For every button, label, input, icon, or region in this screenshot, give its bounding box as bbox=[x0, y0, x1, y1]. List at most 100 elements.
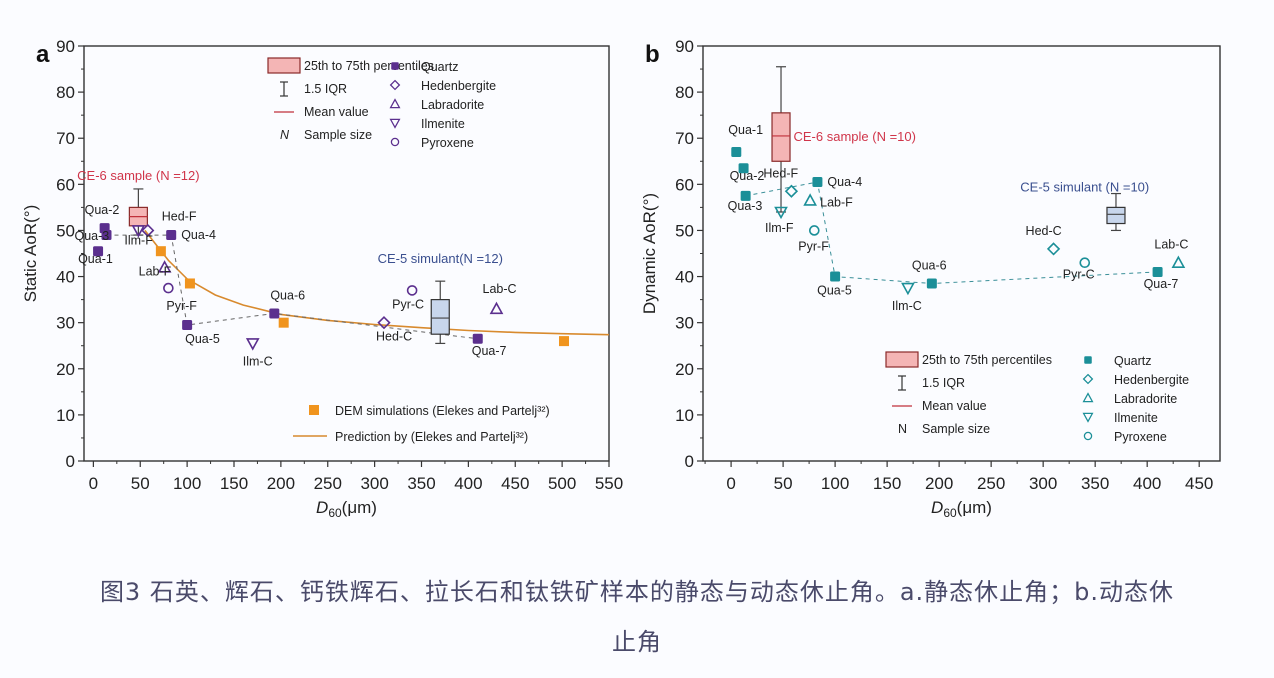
panel-letter: b bbox=[645, 41, 660, 68]
iqr-box bbox=[430, 299, 450, 335]
boxplot-ce-6-sample bbox=[128, 188, 148, 236]
point-ilm-f bbox=[774, 206, 788, 220]
x-tick-label: 450 bbox=[1185, 474, 1213, 493]
iqr-box bbox=[771, 112, 791, 162]
y-tick-label: 80 bbox=[675, 83, 694, 102]
legend-marker-pyroxene bbox=[1083, 431, 1093, 441]
point-hed-f bbox=[141, 223, 155, 238]
x-tick-label: 200 bbox=[267, 474, 295, 493]
legend-item: 25th to 75th percentiles bbox=[304, 59, 434, 73]
boxplot-label-ce-6-sample: CE-6 sample (N =10) bbox=[794, 129, 916, 144]
x-tick-label: 300 bbox=[1029, 474, 1057, 493]
legend-item: 25th to 75th percentiles bbox=[922, 353, 1052, 367]
figure-caption-line-2: 止角 bbox=[612, 628, 662, 656]
legend-item: Hedenbergite bbox=[421, 79, 496, 93]
boxplot-label-ce-6-sample: CE-6 sample (N =12) bbox=[77, 168, 199, 183]
point-label-lab-c: Lab-C bbox=[1154, 238, 1188, 252]
legend-item: Prediction by (Elekes and Partelj³²) bbox=[335, 430, 528, 444]
y-tick-label: 40 bbox=[675, 268, 694, 287]
x-tick-label: 0 bbox=[89, 474, 98, 493]
dem-simulation-point bbox=[155, 246, 166, 257]
y-tick-label: 60 bbox=[56, 175, 75, 194]
prediction-curve bbox=[144, 229, 610, 336]
point-ilm-c bbox=[901, 282, 915, 296]
legend-marker-hedenbergite bbox=[389, 79, 401, 91]
y-tick-label: 10 bbox=[675, 406, 694, 425]
point-label-pyr-f: Pyr-F bbox=[798, 239, 829, 253]
legend-item: Sample size bbox=[304, 128, 372, 142]
legend-n-symbol: N bbox=[898, 422, 907, 436]
point-label-qua-3: Qua-3 bbox=[728, 199, 763, 213]
x-tick-label: 150 bbox=[220, 474, 248, 493]
x-tick-label: 0 bbox=[726, 474, 735, 493]
legend-minerals: Quartz Hedenbergite Labradorite Ilmenite Pyr… bbox=[1082, 354, 1189, 444]
y-tick-label: 80 bbox=[56, 83, 75, 102]
point-label-qua-5: Qua-5 bbox=[817, 284, 852, 298]
iqr-box bbox=[1106, 206, 1126, 225]
legend-minerals: Quartz Hedenbergite Labradorite Ilmenite Pyr… bbox=[389, 60, 496, 150]
y-tick-label: 10 bbox=[56, 406, 75, 425]
point-label-hed-f: Hed-F bbox=[763, 166, 798, 180]
point-label-qua-4: Qua-4 bbox=[827, 175, 862, 189]
point-label-qua-2: Qua-2 bbox=[85, 203, 120, 217]
y-tick-label: 30 bbox=[56, 314, 75, 333]
point-lab-c bbox=[489, 301, 504, 315]
x-tick-label: 350 bbox=[1081, 474, 1109, 493]
legend-item: Hedenbergite bbox=[1114, 373, 1189, 387]
x-axis-label: D60(μm) bbox=[931, 498, 992, 520]
legend-boxplot: 25th to 75th percentiles 1.5 IQR Mean valu… bbox=[885, 351, 1052, 436]
point-ilm-c bbox=[245, 338, 260, 351]
point-qua-7 bbox=[472, 333, 483, 344]
x-tick-label: 50 bbox=[774, 474, 793, 493]
y-tick-label: 0 bbox=[685, 452, 694, 471]
point-hed-c bbox=[377, 316, 391, 330]
point-qua-5 bbox=[830, 271, 841, 282]
point-qua-1 bbox=[731, 147, 742, 158]
point-label-qua-3: Qua-3 bbox=[75, 229, 110, 243]
point-label-lab-f: Lab-F bbox=[139, 264, 172, 278]
y-tick-label: 30 bbox=[675, 314, 694, 333]
x-tick-label: 400 bbox=[454, 474, 482, 493]
point-lab-c bbox=[1171, 255, 1186, 269]
x-tick-label: 400 bbox=[1133, 474, 1161, 493]
figure-caption-line-1: 图3 石英、辉石、钙铁辉石、拉长石和钛铁矿样本的静态与动态休止角。a.静态休止角… bbox=[99, 578, 1175, 606]
point-label-qua-1: Qua-1 bbox=[78, 252, 113, 266]
legend-marker-ilmenite bbox=[389, 118, 401, 129]
point-label-ilm-f: Ilm-F bbox=[765, 221, 794, 235]
point-label-pyr-c: Pyr-C bbox=[1063, 268, 1095, 282]
y-axis-label: Static AoR(°) bbox=[21, 205, 40, 303]
point-qua-6 bbox=[926, 278, 937, 289]
point-lab-f bbox=[157, 260, 172, 273]
point-label-ilm-c: Ilm-C bbox=[243, 354, 273, 368]
point-pyr-f bbox=[809, 225, 820, 236]
boxplot-label-ce-5-simulant: CE-5 simulant (N =10) bbox=[1020, 180, 1149, 195]
boxplot-label-ce-5-simulant: CE-5 simulant(N =12) bbox=[378, 251, 503, 266]
x-tick-label: 100 bbox=[821, 474, 849, 493]
point-label-qua-7: Qua-7 bbox=[472, 344, 507, 358]
y-tick-label: 0 bbox=[66, 452, 75, 471]
point-ilm-f bbox=[131, 225, 146, 238]
legend-iqr-swatch bbox=[267, 57, 301, 74]
boxplot-ce-6-sample bbox=[771, 66, 791, 213]
point-label-qua-4: Qua-4 bbox=[181, 228, 216, 242]
point-hed-f bbox=[784, 184, 799, 198]
boxplot-ce-5-simulant bbox=[1106, 192, 1126, 232]
dem-simulation-point bbox=[559, 336, 569, 347]
point-qua-1 bbox=[93, 246, 104, 257]
y-tick-label: 60 bbox=[675, 175, 694, 194]
y-tick-label: 90 bbox=[56, 37, 75, 56]
point-qua-7 bbox=[1152, 266, 1163, 277]
x-tick-label: 250 bbox=[977, 474, 1005, 493]
point-lab-f bbox=[803, 193, 817, 206]
panel-a-static-aor-chart: a 0 10 20 30 40 50 60 70 80 90 0 50 100 150 200 250 300 35… bbox=[21, 37, 623, 520]
x-tick-label: 250 bbox=[314, 474, 342, 493]
legend-dem-swatch bbox=[309, 405, 319, 415]
legend-marker-quartz bbox=[391, 62, 399, 70]
legend-marker-labradorite bbox=[1082, 392, 1094, 403]
legend-item: 1.5 IQR bbox=[304, 82, 347, 96]
point-label-qua-1: Qua-1 bbox=[728, 123, 763, 137]
y-axis-label: Dynamic AoR(°) bbox=[640, 193, 659, 314]
point-label-qua-7: Qua-7 bbox=[1144, 277, 1179, 291]
x-tick-label: 150 bbox=[873, 474, 901, 493]
legend-item: Mean value bbox=[304, 105, 369, 119]
